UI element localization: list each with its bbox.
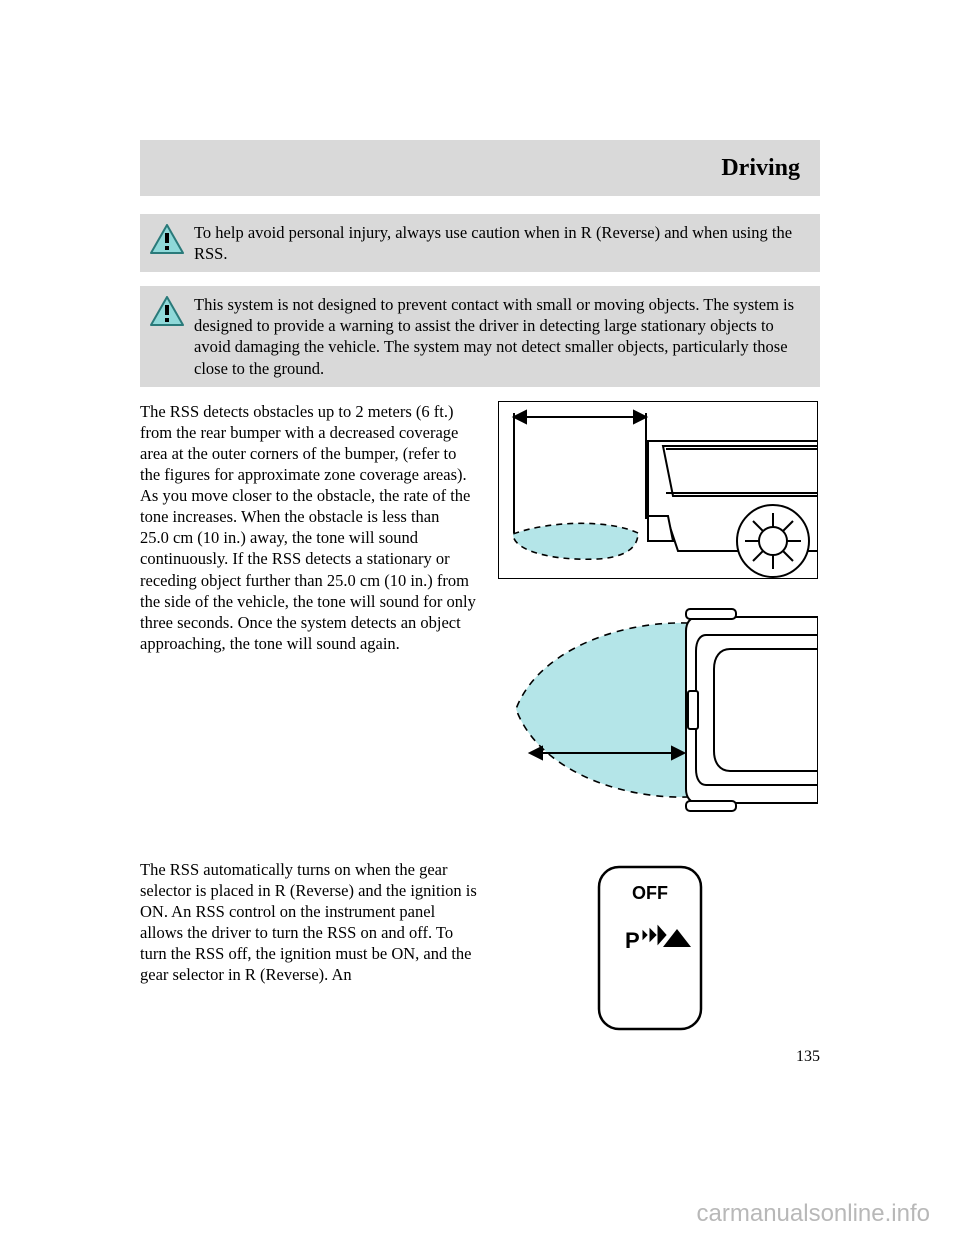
warning-box-1: To help avoid personal injury, always us… <box>140 214 820 272</box>
watermark: carmanualsonline.info <box>0 1200 960 1228</box>
figures-column <box>480 401 820 829</box>
section-title: Driving <box>721 155 800 182</box>
warning-box-2: This system is not designed to prevent c… <box>140 286 820 386</box>
page-content: Driving To help avoid personal injury, a… <box>140 140 820 1033</box>
body-row-2: The RSS automatically turns on when the … <box>140 859 820 1033</box>
body-text-2: The RSS automatically turns on when the … <box>140 859 480 1033</box>
figure-top-view <box>498 601 818 819</box>
p-label: P <box>625 928 640 953</box>
body-text-1: The RSS detects obstacles up to 2 meters… <box>140 401 480 829</box>
figure-side-view <box>498 401 818 579</box>
rss-off-button-figure: OFF P <box>595 863 705 1033</box>
page-number: 135 <box>796 1048 820 1066</box>
warning-text-1: To help avoid personal injury, always us… <box>194 222 810 264</box>
body-row-1: The RSS detects obstacles up to 2 meters… <box>140 401 820 829</box>
off-label: OFF <box>632 883 668 903</box>
section-header: Driving <box>140 140 820 196</box>
warning-icon <box>150 296 184 331</box>
button-figure-area: OFF P <box>480 859 820 1033</box>
paragraph-1: The RSS detects obstacles up to 2 meters… <box>140 401 480 654</box>
warning-text-2: This system is not designed to prevent c… <box>194 294 810 378</box>
warning-icon <box>150 224 184 259</box>
paragraph-2: The RSS automatically turns on when the … <box>140 859 480 986</box>
